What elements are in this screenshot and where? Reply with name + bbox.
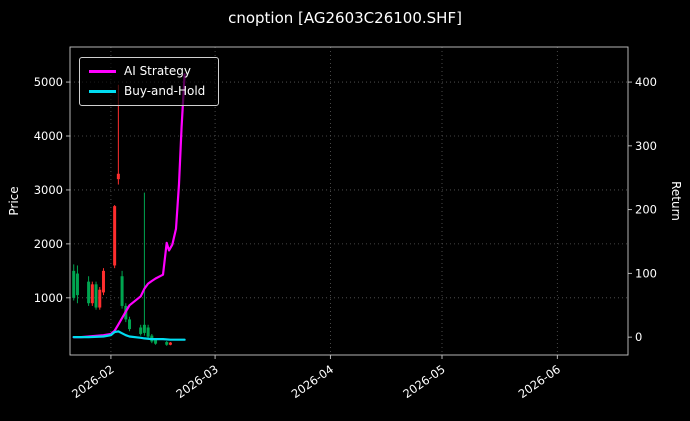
x-tick-label: 2026-06 (516, 362, 563, 401)
candle-body (139, 327, 143, 334)
series-line-ai_strategy (72, 73, 186, 339)
x-tick-label: 2026-03 (173, 362, 220, 401)
series-line-buy_and_hold (72, 330, 186, 341)
return-axis-label: Return (669, 181, 683, 221)
price-tick-label: 1000 (34, 291, 63, 305)
candle-body (142, 324, 146, 333)
candle-body (101, 270, 105, 293)
x-tick-label: 2026-05 (400, 362, 447, 401)
plot-border (69, 46, 629, 356)
buy-and-hold-line-swatch (89, 90, 116, 93)
candle-body (154, 339, 158, 344)
price-tick-label: 4000 (34, 129, 63, 143)
legend: AI Strategy Buy-and-Hold (79, 57, 220, 106)
ai-strategy-line-swatch (89, 70, 116, 73)
price-axis-label: Price (7, 186, 21, 216)
return-tick-label: 100 (635, 266, 657, 280)
legend-item: Buy-and-Hold (89, 85, 205, 98)
price-tick-label: 2000 (34, 237, 63, 251)
price-tick-label: 5000 (34, 75, 63, 89)
candle-body (120, 276, 124, 306)
x-tick-label: 2026-02 (69, 362, 116, 401)
candle-body (168, 342, 172, 345)
candle-body (113, 206, 117, 266)
x-tick-label: 2026-04 (289, 362, 336, 401)
candle-body (72, 270, 76, 298)
candle-body (165, 342, 169, 345)
legend-label-buy-and-hold: Buy-and-Hold (124, 84, 206, 98)
price-tick-label: 3000 (34, 183, 63, 197)
legend-label-ai-strategy: AI Strategy (124, 64, 191, 78)
candle-body (90, 284, 94, 304)
candle-body (98, 289, 102, 308)
candle-body (128, 319, 132, 330)
return-tick-label: 300 (635, 139, 657, 153)
legend-item: AI Strategy (89, 65, 205, 78)
return-tick-label: 400 (635, 75, 657, 89)
candle-body (94, 284, 98, 308)
candle-body (87, 281, 91, 304)
candle-body (75, 273, 79, 296)
return-tick-label: 0 (635, 330, 642, 344)
candle-body (116, 173, 120, 180)
chart-title: cnoption [AG2603C26100.SHF] (228, 9, 462, 27)
return-tick-label: 200 (635, 203, 657, 217)
candle-body (146, 327, 150, 337)
